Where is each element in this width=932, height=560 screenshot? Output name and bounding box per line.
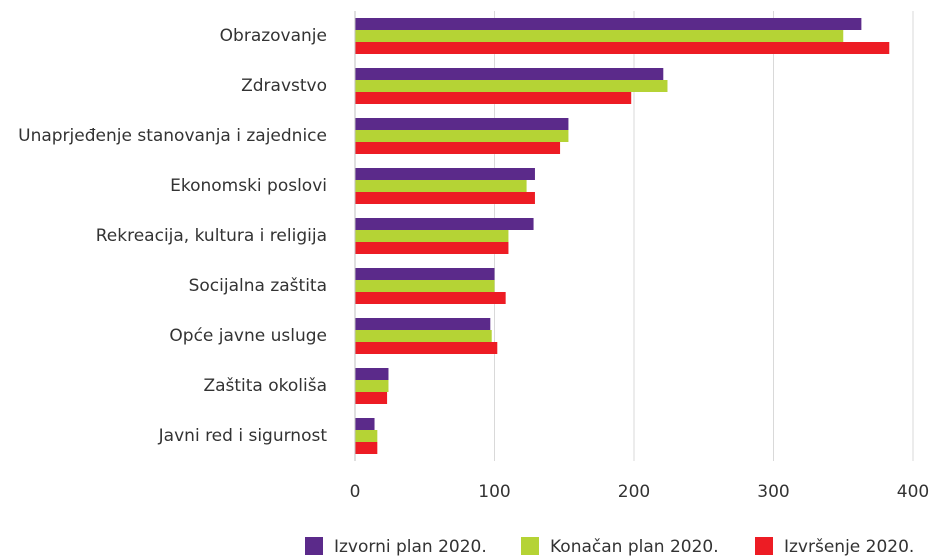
bar <box>355 68 664 80</box>
bar <box>355 142 561 154</box>
bar <box>355 30 844 42</box>
y-tick-label: Obrazovanje <box>220 26 327 46</box>
bar <box>355 192 535 204</box>
bar <box>355 118 569 130</box>
bar <box>355 92 632 104</box>
bar <box>355 430 378 442</box>
y-tick-label: Zdravstvo <box>241 76 327 96</box>
x-tick-label: 400 <box>897 482 929 502</box>
bar <box>355 442 378 454</box>
bar <box>355 292 506 304</box>
y-tick-label: Javni red i sigurnost <box>158 426 328 446</box>
bar <box>355 168 535 180</box>
bar <box>355 18 862 30</box>
legend-label: Konačan plan 2020. <box>550 537 719 557</box>
legend-swatch <box>305 537 323 555</box>
bar <box>355 218 534 230</box>
x-tick-label: 300 <box>757 482 789 502</box>
x-tick-label: 100 <box>478 482 510 502</box>
legend-label: Izvršenje 2020. <box>784 537 914 557</box>
bar <box>355 180 527 192</box>
bar <box>355 42 890 54</box>
bar <box>355 230 509 242</box>
bar <box>355 392 388 404</box>
y-tick-label: Socijalna zaštita <box>189 276 327 296</box>
bar <box>355 80 668 92</box>
y-tick-label: Ekonomski poslovi <box>170 176 327 196</box>
bar <box>355 342 498 354</box>
bar <box>355 242 509 254</box>
bar <box>355 318 491 330</box>
bar <box>355 330 492 342</box>
bar <box>355 418 375 430</box>
legend-swatch <box>521 537 539 555</box>
y-tick-label: Unaprjeđenje stanovanja i zajednice <box>18 126 327 146</box>
bar <box>355 368 389 380</box>
x-tick-label: 0 <box>350 482 361 502</box>
legend-swatch <box>755 537 773 555</box>
y-tick-label: Zaštita okoliša <box>203 376 327 396</box>
bar <box>355 380 389 392</box>
bar <box>355 130 569 142</box>
legend-label: Izvorni plan 2020. <box>334 537 487 557</box>
x-tick-label: 200 <box>618 482 650 502</box>
y-tick-label: Rekreacija, kultura i religija <box>96 226 327 246</box>
bar <box>355 268 495 280</box>
y-tick-label: Opće javne usluge <box>169 326 327 346</box>
bar <box>355 280 495 292</box>
